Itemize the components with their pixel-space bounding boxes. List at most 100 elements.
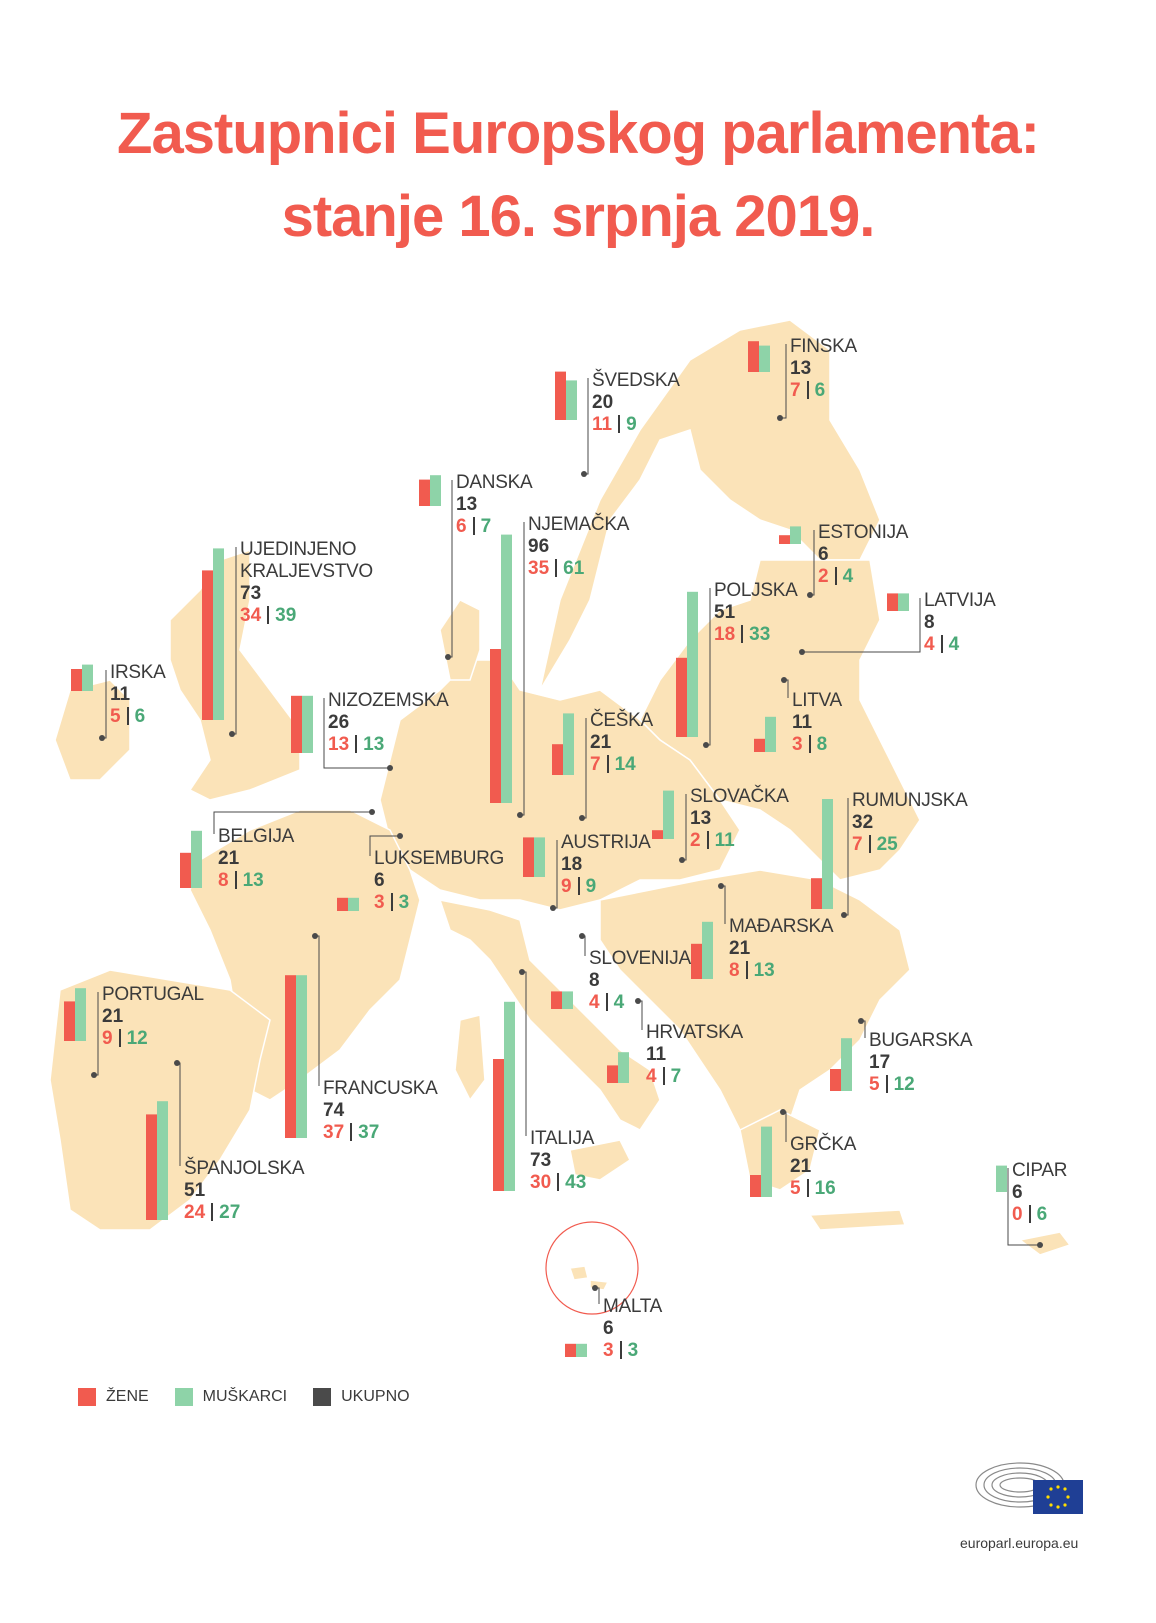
country-split: 30 43 xyxy=(530,1172,594,1194)
legend-swatch-women xyxy=(78,1388,96,1406)
women-count: 9 xyxy=(561,876,572,897)
men-count: 9 xyxy=(626,414,637,435)
separator xyxy=(350,1123,353,1141)
men-count: 11 xyxy=(714,830,735,851)
bar-men-njemačka xyxy=(501,534,512,803)
bar-women-bugarska xyxy=(830,1069,841,1091)
separator xyxy=(1028,1205,1031,1223)
country-split: 7 14 xyxy=(590,754,653,776)
map-point-portugal xyxy=(91,1072,97,1078)
men-count: 3 xyxy=(398,892,410,913)
land-iberia xyxy=(49,969,271,1231)
land-malta xyxy=(569,1265,589,1281)
bar-women-estonija xyxy=(779,535,790,544)
country-label-latvija: LATVIJA 8 4 4 xyxy=(924,590,996,656)
women-count: 11 xyxy=(592,414,613,435)
bar-women-češka xyxy=(552,744,563,775)
separator xyxy=(211,1203,214,1221)
country-total: 17 xyxy=(869,1052,891,1073)
country-name: SLOVENIJA xyxy=(589,948,691,969)
country-total: 21 xyxy=(102,1006,124,1027)
page-title-line-1: Zastupnici Europskog parlamenta: xyxy=(117,101,1040,166)
country-split: 8 13 xyxy=(729,960,833,982)
separator xyxy=(126,707,129,725)
map-point-cipar xyxy=(1037,1242,1043,1248)
bar-women-irska xyxy=(71,669,82,691)
country-name: HRVATSKA xyxy=(646,1022,743,1043)
men-count: 6 xyxy=(814,380,826,401)
bar-men-finska xyxy=(759,345,770,372)
legend-swatch-men xyxy=(174,1388,193,1406)
women-count: 5 xyxy=(869,1074,880,1095)
country-name: ŠPANJOLSKA xyxy=(184,1158,305,1179)
country-split: 9 12 xyxy=(102,1028,204,1050)
country-label-mađarska: MAĐARSKA 21 8 13 xyxy=(729,916,834,982)
country-split: 34 39 xyxy=(240,605,373,627)
country-name: GRČKA xyxy=(790,1134,857,1155)
bar-men-slovenija xyxy=(562,991,573,1009)
women-count: 30 xyxy=(530,1172,552,1193)
leader-line-latvija xyxy=(802,598,921,653)
european-parliament-logo xyxy=(975,1462,1083,1514)
country-total: 32 xyxy=(852,812,874,833)
country-total: 8 xyxy=(589,970,600,991)
bar-women-grčka xyxy=(750,1175,761,1197)
separator xyxy=(555,559,558,577)
bar-women-švedska xyxy=(555,371,566,420)
country-total: 11 xyxy=(792,712,813,733)
bar-men-češka xyxy=(563,713,574,775)
country-name: LITVA xyxy=(792,690,842,711)
legend-label-women: ŽENE xyxy=(106,1388,149,1405)
bar-men-estonija xyxy=(790,526,801,544)
bar-women-mađarska xyxy=(691,943,702,979)
women-count: 9 xyxy=(102,1028,113,1049)
separator xyxy=(706,831,709,849)
bar-men-danska xyxy=(430,475,441,506)
bar-men-ujedinjeno xyxy=(213,548,224,720)
country-label-bugarska: BUGARSKA 17 5 12 xyxy=(869,1030,972,1096)
separator xyxy=(472,517,475,535)
men-count: 13 xyxy=(753,960,775,981)
men-count: 61 xyxy=(563,558,585,579)
leader-line-luksemburg xyxy=(369,835,400,856)
map-point-bugarska xyxy=(858,1018,864,1024)
country-total: 13 xyxy=(690,808,712,829)
malta-highlight-circle xyxy=(545,1221,639,1315)
country-name: ŠVEDSKA xyxy=(592,370,680,391)
bar-women-rumunjska xyxy=(811,878,822,909)
bar-men-rumunjska xyxy=(822,799,833,909)
country-name: NIZOZEMSKA xyxy=(328,690,449,711)
separator xyxy=(834,567,837,585)
country-label-slovačka: SLOVAČKA 13 2 11 xyxy=(690,786,789,852)
bar-women-španjolska xyxy=(146,1114,157,1220)
legend-item-women: ŽENE xyxy=(78,1388,149,1406)
bar-women-slovačka xyxy=(652,830,663,839)
country-name: LATVIJA xyxy=(924,590,996,611)
country-total: 6 xyxy=(603,1318,614,1339)
men-count: 7 xyxy=(670,1066,682,1087)
country-total: 51 xyxy=(184,1180,206,1201)
bar-women-finska xyxy=(748,341,759,372)
bar-men-austrija xyxy=(534,837,545,877)
map-point-grčka xyxy=(780,1109,786,1115)
legend-label-men: MUŠKARCI xyxy=(202,1388,288,1405)
women-count: 3 xyxy=(792,734,803,755)
men-count: 25 xyxy=(876,834,898,855)
men-count: 6 xyxy=(1036,1204,1048,1225)
country-split: 5 12 xyxy=(869,1074,972,1096)
country-total: 11 xyxy=(646,1044,667,1065)
country-split: 7 25 xyxy=(852,834,968,856)
women-count: 34 xyxy=(240,605,262,626)
country-total: 74 xyxy=(323,1100,345,1121)
country-label-hrvatska: HRVATSKA 11 4 7 xyxy=(646,1022,743,1088)
women-count: 8 xyxy=(218,870,229,891)
country-label-litva: LITVA 11 3 8 xyxy=(792,690,842,756)
land-crete xyxy=(808,1209,907,1231)
country-label-češka: ČEŠKA 21 7 14 xyxy=(590,710,653,776)
country-label-rumunjska: RUMUNJSKA 32 7 25 xyxy=(852,790,968,856)
